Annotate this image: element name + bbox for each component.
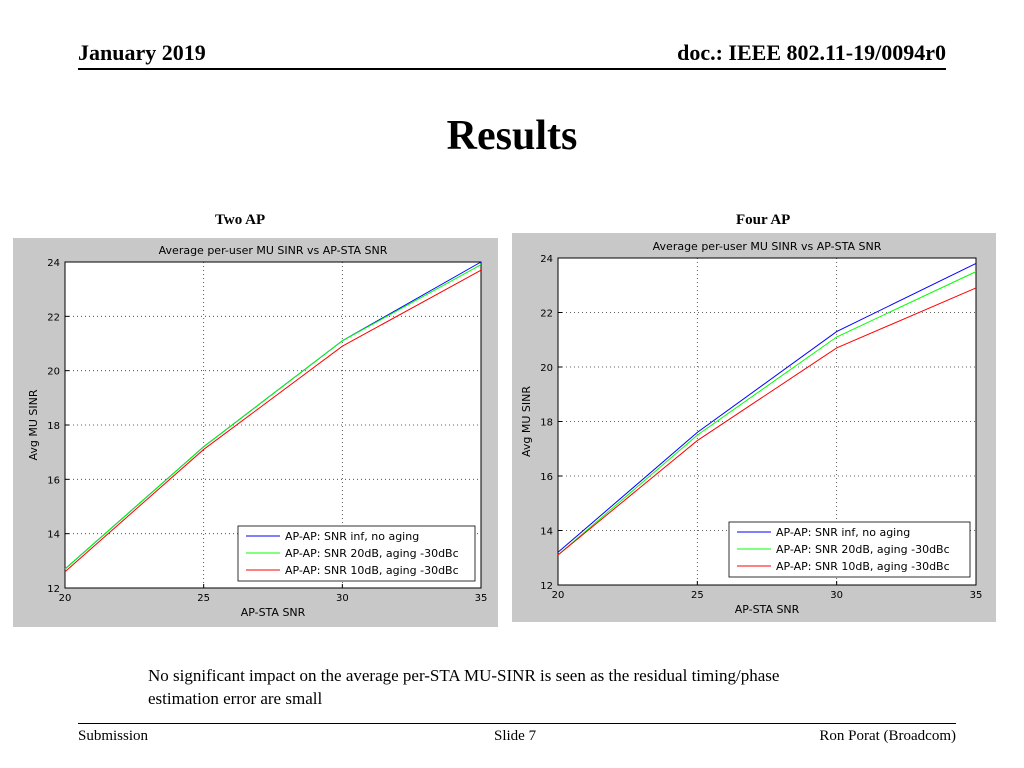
y-tick-label: 22	[47, 312, 60, 323]
x-tick-label: 25	[197, 593, 210, 604]
y-tick-label: 16	[47, 475, 60, 486]
chart-label-two-ap: Two AP	[215, 212, 266, 228]
x-tick-label: 25	[691, 590, 704, 601]
x-tick-label: 20	[59, 593, 72, 604]
series-line-1	[557, 263, 977, 553]
y-tick-label: 18	[47, 421, 60, 432]
x-tick-label: 20	[552, 590, 565, 601]
footer-slide-number: Slide 7	[494, 728, 537, 744]
y-axis-label: Avg MU SINR	[27, 389, 40, 460]
legend-label-3: AP-AP: SNR 10dB, aging -30dBc	[285, 564, 459, 577]
y-axis-label: Avg MU SINR	[520, 386, 533, 457]
legend-label-3: AP-AP: SNR 10dB, aging -30dBc	[776, 560, 950, 573]
footer-submission: Submission	[78, 728, 149, 744]
y-tick-label: 16	[540, 472, 553, 483]
slide-title: Results	[446, 113, 578, 159]
footer-author: Ron Porat (Broadcom)	[819, 728, 956, 744]
y-tick-label: 24	[540, 254, 553, 265]
x-tick-label: 35	[970, 590, 983, 601]
chart-title: Average per-user MU SINR vs AP-STA SNR	[653, 240, 882, 253]
y-tick-label: 14	[47, 530, 60, 541]
chart-four-ap: 20 25 30 35 12 14 16 18 20 22 24 Average per-user M…	[512, 233, 996, 622]
legend-label-1: AP-AP: SNR inf, no aging	[776, 526, 910, 539]
legend-label-1: AP-AP: SNR inf, no aging	[285, 530, 419, 543]
y-tick-label: 20	[540, 363, 553, 374]
body-text: No significant impact on the average per…	[148, 666, 780, 708]
y-tick-label: 20	[47, 367, 60, 378]
y-tick-label: 12	[540, 581, 553, 592]
x-axis-label: AP-STA SNR	[241, 606, 306, 619]
header-rule	[78, 68, 946, 70]
series-line-2	[557, 271, 977, 556]
chart-title: Average per-user MU SINR vs AP-STA SNR	[159, 244, 388, 257]
x-tick-label: 35	[475, 593, 488, 604]
chart-two-ap: 20 25 30 35 12 14 16 18 20 22 24 Average per-user M…	[13, 238, 498, 627]
legend-label-2: AP-AP: SNR 20dB, aging -30dBc	[776, 543, 950, 556]
series-line-2	[64, 264, 482, 570]
header-date: January 2019	[78, 40, 206, 65]
series-line-3	[64, 269, 482, 573]
x-axis-label: AP-STA SNR	[735, 603, 800, 616]
y-tick-label: 18	[540, 418, 553, 429]
y-tick-label: 22	[540, 309, 553, 320]
footer-rule	[78, 723, 956, 724]
y-tick-label: 24	[47, 258, 60, 269]
chart-label-four-ap: Four AP	[736, 212, 791, 228]
x-tick-label: 30	[830, 590, 843, 601]
legend-label-2: AP-AP: SNR 20dB, aging -30dBc	[285, 547, 459, 560]
y-tick-label: 14	[540, 527, 553, 538]
x-tick-label: 30	[336, 593, 349, 604]
header-doc-id: doc.: IEEE 802.11-19/0094r0	[677, 40, 946, 65]
series-line-3	[557, 287, 977, 556]
y-tick-label: 12	[47, 584, 60, 595]
